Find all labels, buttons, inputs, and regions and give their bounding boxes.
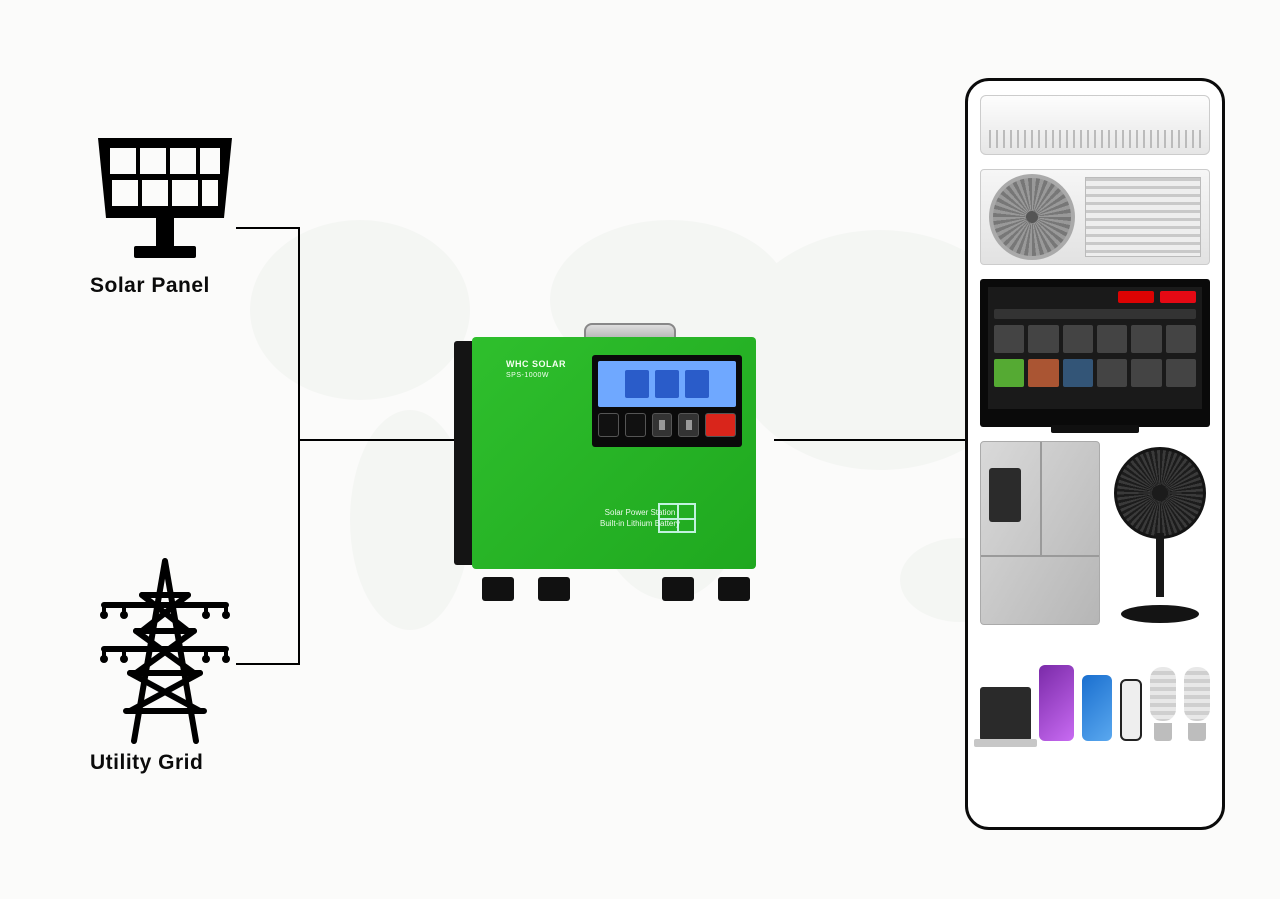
station-handle [584,323,676,337]
appliance-refrigerator [980,441,1100,625]
condenser-grille [1085,177,1201,257]
power-station: WHC SOLAR SPS-1000W Solar Power Station … [454,329,774,601]
appliance-ac-indoor [980,95,1210,155]
dc-output-port [598,413,619,437]
appliance-cfl-bulb [1184,667,1210,741]
connector-vertical [298,227,300,665]
appliance-ac-outdoor [980,169,1210,265]
station-foot [718,577,750,601]
station-foot [482,577,514,601]
appliance-tablet [1039,665,1074,741]
station-foot [662,577,694,601]
utility-grid-label: Utility Grid [90,751,240,775]
appliance-cfl-bulb [1150,667,1176,741]
netflix-badge [1160,291,1196,303]
solar-panel-icon [90,130,240,270]
station-brand: WHC SOLAR SPS-1000W [506,359,566,379]
appliance-smartphone [1120,679,1142,741]
fridge-dispenser [989,468,1021,522]
connector-to-station [298,439,454,441]
station-body: WHC SOLAR SPS-1000W Solar Power Station … [472,337,756,569]
condenser-fan-icon [989,174,1075,260]
appliance-laptop [980,687,1031,741]
diagram-canvas: Solar Panel Utility Grid [0,0,1280,899]
station-lcd-screen [598,361,736,407]
station-control-panel [592,355,742,447]
station-foot [538,577,570,601]
connector-grid-h [236,663,300,665]
appliances-box [965,78,1225,830]
appliance-tv [980,279,1210,427]
appliance-standing-fan [1110,441,1210,625]
appliance-tablet [1082,675,1112,741]
solar-panel-label: Solar Panel [90,274,240,298]
youtube-badge [1118,291,1154,303]
ac-output-switch [705,413,736,437]
connector-solar-h [236,227,300,229]
input-solar-panel: Solar Panel [90,130,240,298]
usb-port [652,413,673,437]
input-utility-grid: Utility Grid [90,555,240,775]
connector-to-appliances [774,439,965,441]
dc-output-port [625,413,646,437]
station-solar-icon [658,503,696,533]
usb-port [678,413,699,437]
transmission-tower-icon [90,555,240,745]
